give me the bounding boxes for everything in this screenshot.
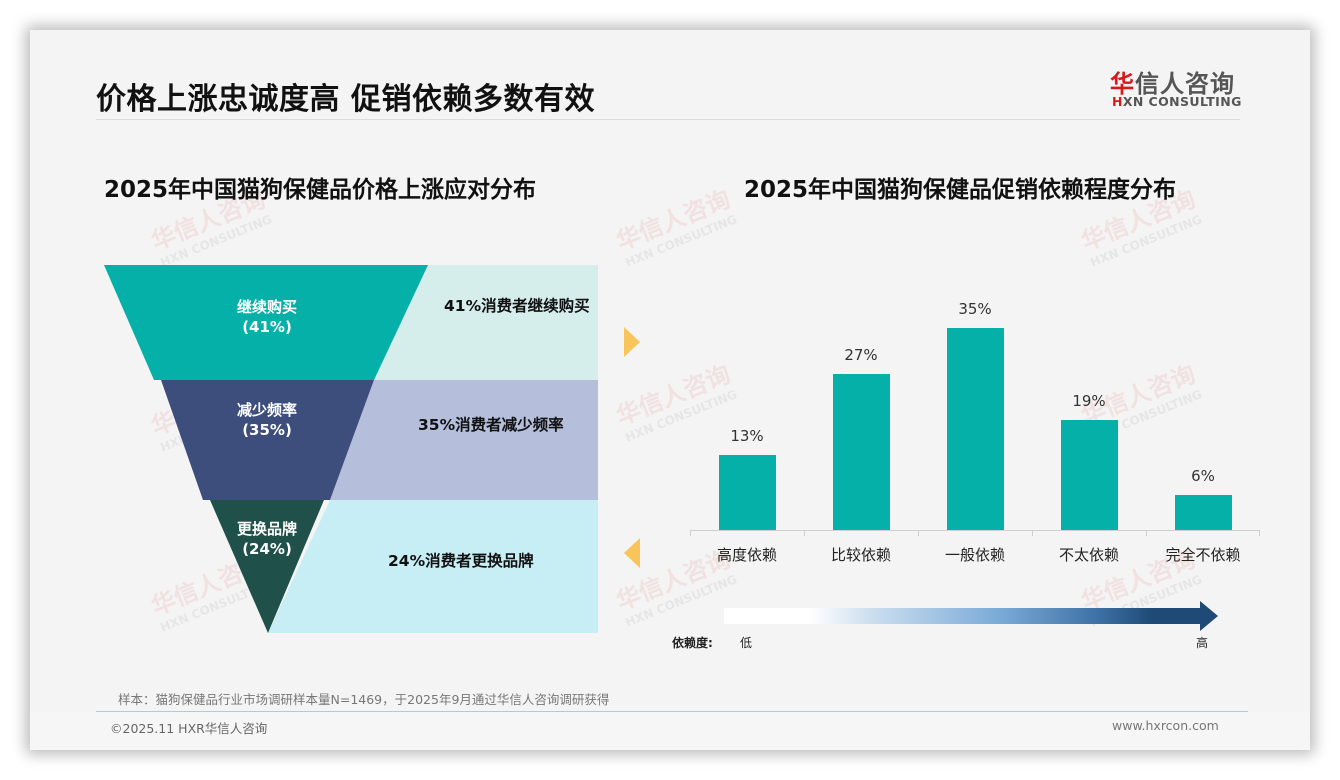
category-label: 完全不依赖: [1165, 546, 1241, 564]
brand-logo: 华信人咨询: [1110, 70, 1235, 98]
bar: [1061, 420, 1118, 530]
funnel-desc-reduce: 35%消费者减少频率: [418, 416, 564, 434]
axis-tick: [1259, 530, 1260, 536]
sample-note: 样本：猫狗保健品行业市场调研样本量N=1469，于2025年9月通过华信人咨询调…: [118, 692, 610, 707]
axis-tick: [1146, 530, 1147, 536]
bar: [1175, 495, 1232, 530]
scale-low-label: 低: [740, 636, 753, 650]
category-label: 一般依赖: [944, 546, 1005, 564]
category-label: 不太依赖: [1058, 546, 1119, 564]
brand-logo-subtitle: HXN CONSULTING: [1112, 94, 1242, 109]
title-divider: [96, 119, 1240, 120]
funnel-chart: [104, 265, 598, 633]
bar-chart-title: 2025年中国猫狗保健品促销依赖程度分布: [744, 177, 1177, 203]
funnel-panel-continue: [374, 265, 598, 380]
dependency-gradient-arrow: [724, 608, 1200, 624]
funnel-band-continue: [104, 265, 428, 380]
bar: [719, 455, 776, 530]
funnel-panel-reduce: [330, 380, 598, 500]
scale-high-label: 高: [1196, 636, 1209, 650]
website-link[interactable]: www.hxrcon.com: [1112, 718, 1219, 733]
funnel-chart-title: 2025年中国猫狗保健品价格上涨应对分布: [104, 177, 537, 203]
x-axis: [690, 530, 1260, 531]
bar-value-label: 27%: [844, 346, 878, 364]
bar: [947, 328, 1004, 530]
bar-value-label: 19%: [1072, 392, 1106, 410]
slide: 华信人咨询 HXN CONSULTING 华信人咨询 HXN CONSULTING …: [30, 30, 1310, 750]
footer-band: [30, 712, 1310, 750]
funnel-label-continue: 继续购买 (41%): [236, 298, 297, 336]
bar-value-label: 13%: [730, 427, 764, 445]
triangle-right-icon: [624, 327, 640, 357]
page-title: 价格上涨忠诚度高 促销依赖多数有效: [96, 82, 595, 117]
axis-tick: [690, 530, 691, 536]
bar-value-label: 35%: [958, 300, 992, 318]
axis-tick: [918, 530, 919, 536]
arrow-right-icon: [1200, 601, 1218, 631]
footer-divider: [96, 711, 1248, 712]
scale-legend-label: 依赖度:: [672, 636, 713, 650]
bar-value-label: 6%: [1191, 467, 1215, 485]
axis-tick: [804, 530, 805, 536]
funnel-label-reduce: 减少频率 (35%): [236, 401, 297, 439]
funnel-panel-switch: [268, 500, 598, 633]
copyright: ©2025.11 HXR华信人咨询: [110, 721, 268, 736]
funnel-label-switch: 更换品牌 (24%): [236, 520, 297, 558]
triangle-left-icon: [624, 538, 640, 568]
funnel-desc-switch: 24%消费者更换品牌: [388, 552, 534, 570]
funnel-band-switch: [210, 500, 324, 633]
funnel-desc-continue: 41%消费者继续购买: [444, 297, 590, 315]
category-label: 比较依赖: [830, 546, 891, 564]
bar: [833, 374, 890, 530]
axis-tick: [1032, 530, 1033, 536]
category-label: 高度依赖: [716, 546, 777, 564]
funnel-band-reduce: [161, 380, 374, 500]
